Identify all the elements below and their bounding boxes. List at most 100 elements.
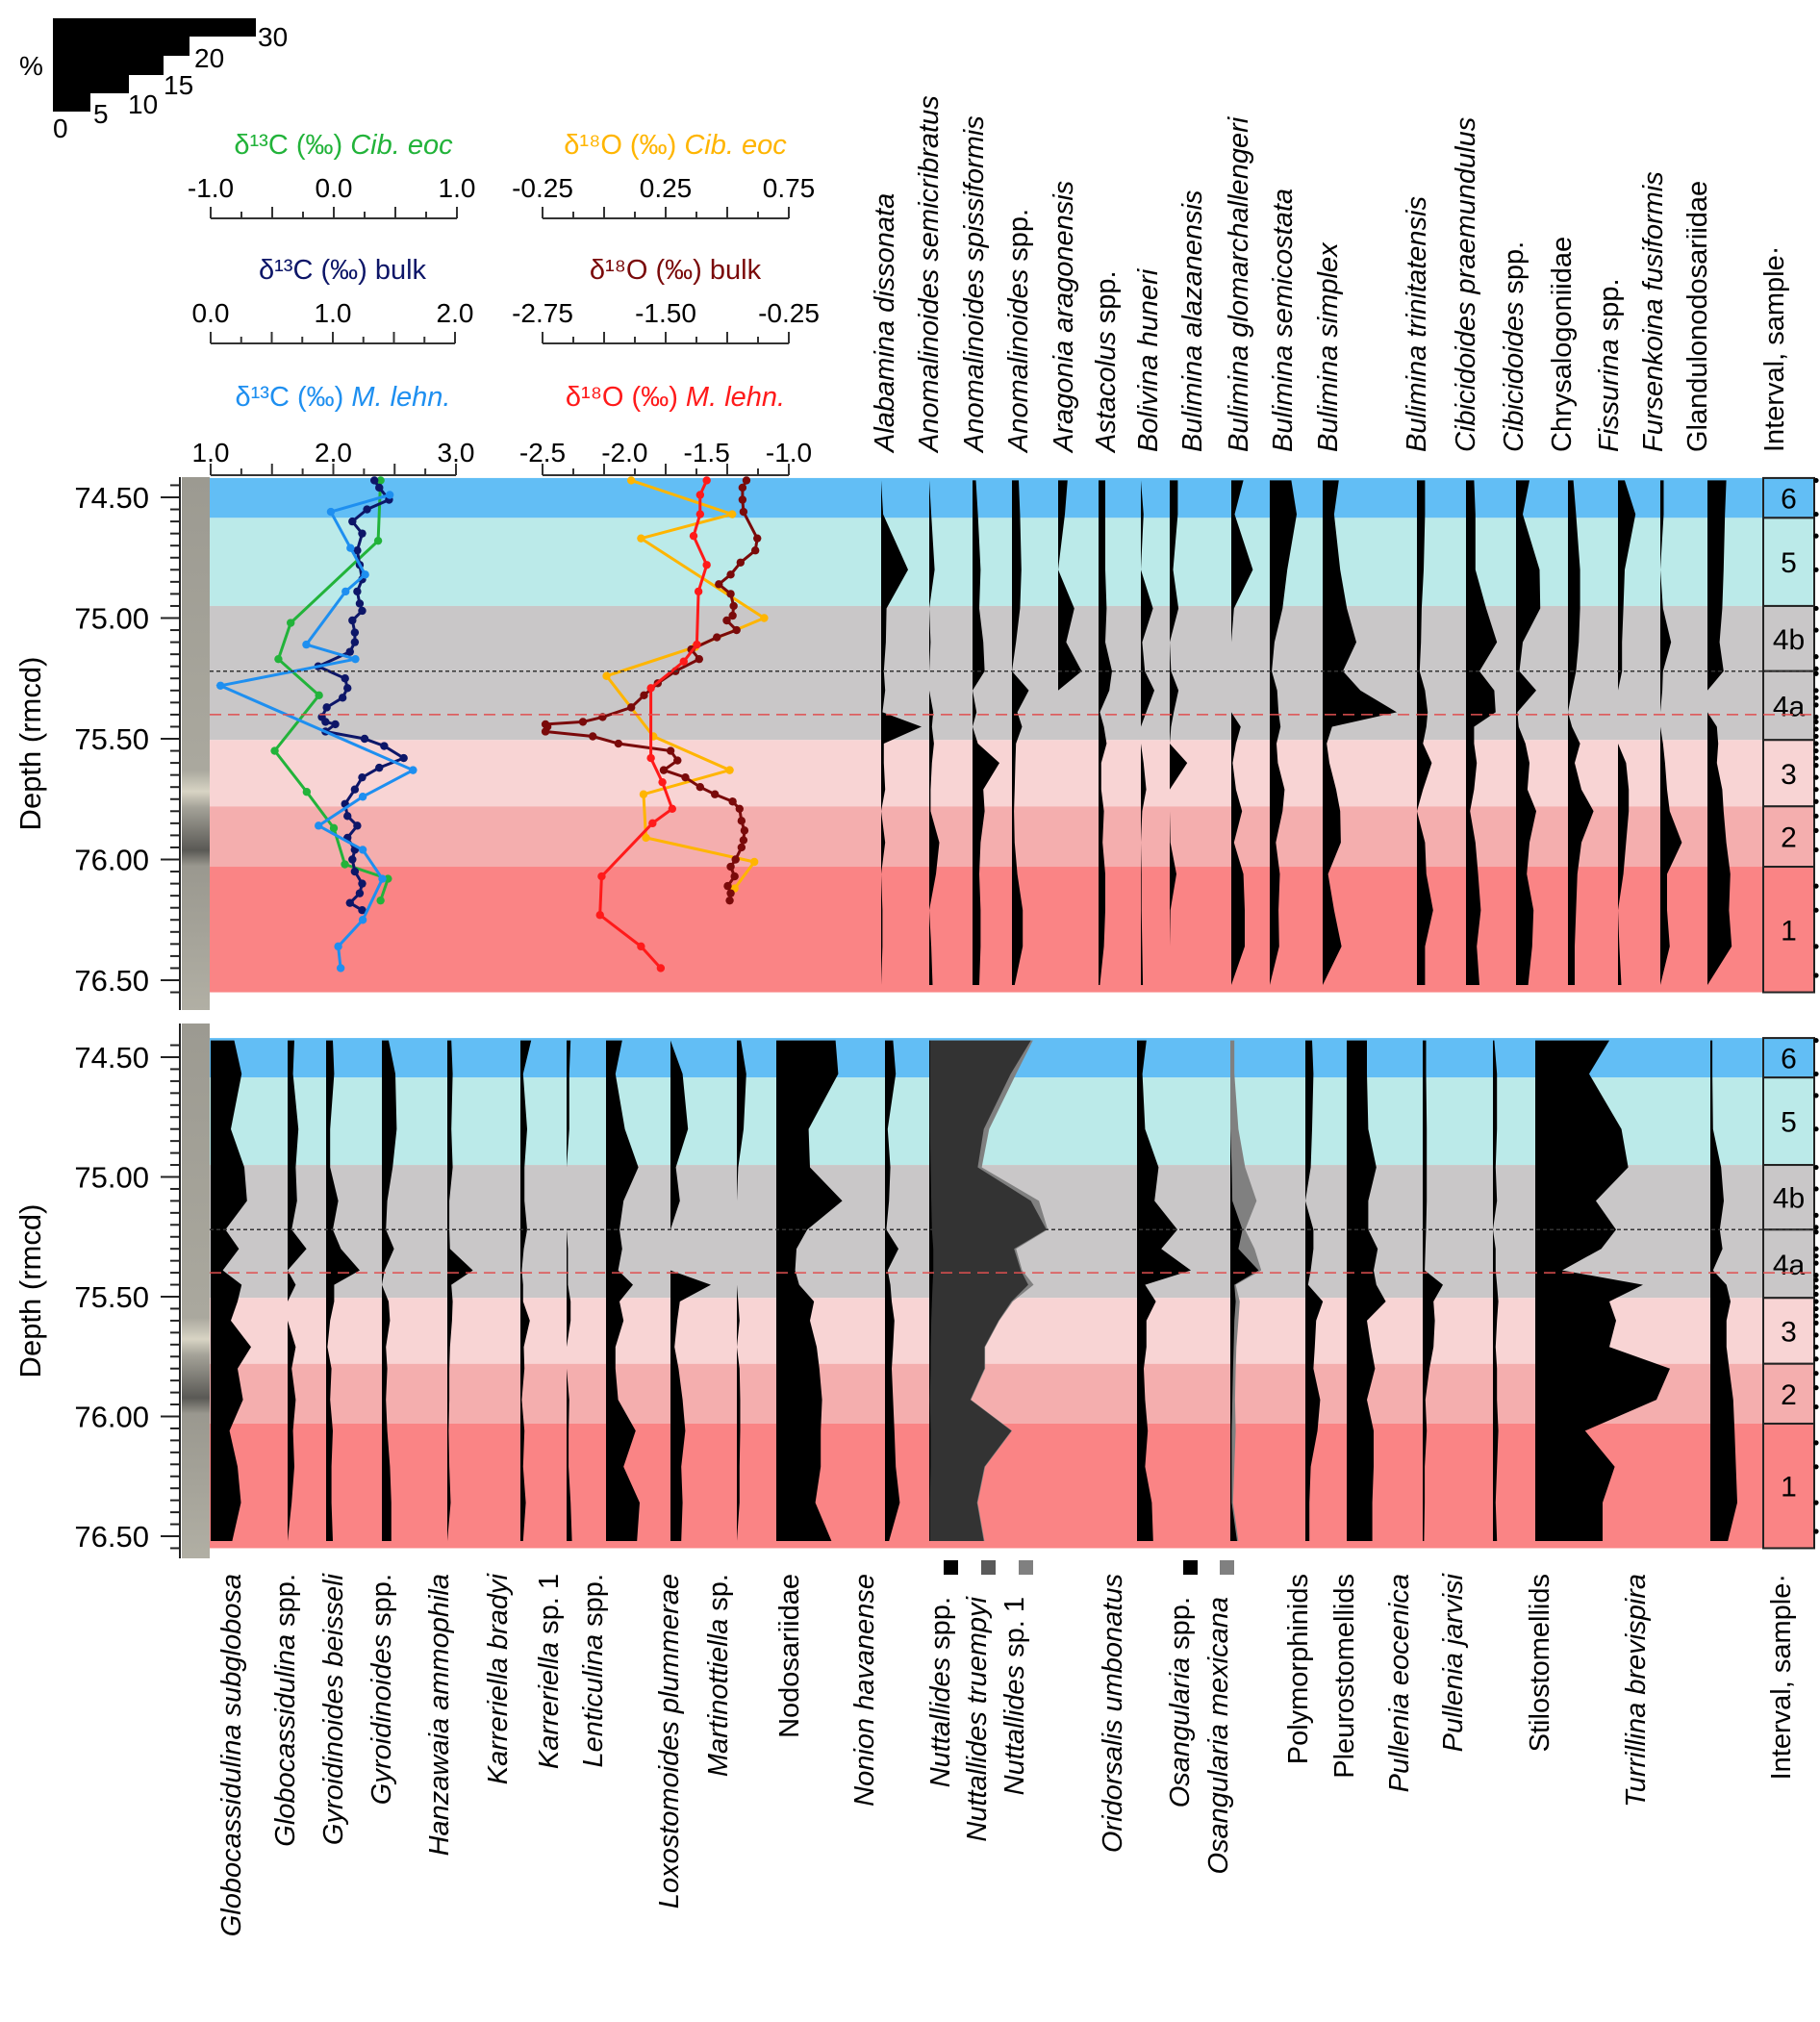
data-point-o18_cib (725, 766, 734, 774)
taxon-column (1099, 480, 1112, 986)
taxon-area-cibicidoides-spp- (1516, 480, 1541, 986)
sample-dot (1813, 1332, 1819, 1338)
taxon-area-anomalinoides-semicribratus (929, 480, 940, 986)
taxon-label: Anomalinoides spissiformis (959, 115, 990, 454)
taxon-column (288, 1040, 307, 1541)
data-point-o18_mleh (656, 964, 666, 973)
taxon-column (1231, 480, 1253, 986)
taxon-label: Cibicidoides praemundulus (1451, 117, 1481, 452)
axis-title-c13_bulk: δ¹³C (‰) bulk (259, 255, 427, 286)
percent-scale-tick-20: 20 (194, 43, 224, 73)
sample-dot (1813, 719, 1819, 725)
taxon-column (1323, 480, 1397, 986)
data-point-c13_bulk (348, 517, 357, 526)
core-photo-strip (182, 1024, 210, 1558)
taxon-label: Alabamina dissonata (870, 193, 900, 454)
data-point-o18_cib (760, 614, 769, 622)
data-point-c13_bulk (358, 529, 367, 538)
taxon-label: Pullenia jarvisi (1438, 1572, 1469, 1752)
taxon-label: Turrillina brevispira (1621, 1574, 1652, 1807)
sample-dot (1813, 813, 1819, 819)
data-point-c13_mleh (358, 793, 367, 801)
sample-dot (1813, 944, 1819, 949)
data-point-o18_bulk (729, 601, 738, 611)
sample-dot (1813, 1403, 1819, 1410)
data-point-o18_bulk (722, 616, 731, 625)
axis-tick-label: 0.75 (763, 173, 816, 203)
taxon-column (1141, 480, 1154, 986)
data-point-c13_bulk (343, 684, 352, 693)
axis-o18_bulk: δ¹⁸O (‰) bulk -2.75 -1.50 -0.25 (512, 255, 820, 344)
taxon-label: Cibicidoides spp. (1499, 241, 1529, 452)
data-point-c13_bulk (338, 694, 347, 702)
taxon-area-osangularia-mexicana (1230, 1040, 1262, 1541)
data-point-c13_bulk (355, 889, 365, 897)
data-point-c13_cib (376, 476, 385, 485)
sample-dot (1813, 627, 1819, 633)
sample-dot (1813, 1246, 1819, 1251)
sample-dot (1813, 726, 1819, 732)
axis-tick-label: -2.75 (512, 298, 573, 328)
taxon-label: Interval, sample· (1759, 246, 1790, 452)
data-point-c13_mleh (361, 570, 369, 579)
taxon-label: Bulimina trinitatensis (1402, 196, 1432, 452)
interval-box-4b (1762, 1164, 1815, 1231)
data-point-c13_bulk (331, 720, 340, 729)
axis-tick-label: -0.25 (512, 173, 573, 203)
interval-label-6: 6 (1781, 1044, 1797, 1075)
sample-dot (1813, 1225, 1819, 1230)
sample-dot (1813, 511, 1819, 518)
data-point-o18_bulk (753, 534, 762, 543)
data-point-o18_bulk (715, 580, 723, 589)
sample-dot (1813, 787, 1819, 793)
taxon-label: Nonion havanense (849, 1574, 880, 1807)
data-point-o18_bulk (659, 766, 669, 774)
sample-dot (1813, 654, 1819, 660)
data-point-c13_bulk (321, 718, 330, 726)
data-point-c13_mleh (358, 916, 367, 924)
axis-tick-label: -1.0 (766, 438, 812, 468)
taxon-area-karreriella-bradyi (520, 1040, 532, 1541)
interval-label-5: 5 (1781, 1107, 1797, 1139)
panel-top: 74.50 75.00 75.50 76.00 76.50 Depth (rmcd) 6 5 4… (13, 476, 1819, 1010)
taxon-area-nuttallides-spp- (929, 1040, 934, 1541)
data-point-o18_mleh (695, 510, 705, 518)
sample-dot (1813, 1186, 1819, 1192)
sample-dot (1813, 1320, 1819, 1326)
data-point-o18_mleh (646, 684, 655, 693)
axis-o18_cib: δ¹⁸O (‰) Cib. eoc -0.25 0.25 0.75 (512, 130, 816, 219)
data-point-c13_bulk (399, 753, 408, 763)
interval-box-3 (1762, 739, 1815, 808)
data-point-o18_bulk (614, 739, 623, 748)
interval-label-6: 6 (1781, 484, 1797, 516)
data-point-c13_cib (329, 823, 339, 833)
depth-tick-label: 75.00 (74, 602, 149, 636)
data-point-o18_bulk (726, 570, 735, 579)
data-point-o18_bulk (750, 546, 760, 555)
depth-tick-label: 74.50 (74, 481, 149, 515)
sample-dot (1813, 733, 1819, 740)
taxon-column (973, 480, 999, 986)
data-point-c13_mleh (326, 507, 336, 517)
sample-dot (1813, 714, 1819, 720)
interval-box-1 (1762, 1422, 1815, 1550)
axis-title-o18_mleh: δ¹⁸O (‰) M. lehn. (566, 382, 785, 413)
percent-scale-tick-5: 5 (93, 99, 109, 129)
depth-tick-label: 76.50 (74, 1520, 149, 1554)
axis-title-o18_bulk: δ¹⁸O (‰) bulk (590, 255, 762, 286)
interval-box-2 (1762, 805, 1815, 869)
data-point-o18_bulk (695, 783, 705, 792)
data-point-o18_cib (637, 534, 645, 543)
data-point-c13_bulk (363, 505, 371, 514)
sample-dot (1813, 533, 1819, 539)
sample-dot (1813, 666, 1819, 671)
series-c13_mleh (215, 491, 417, 973)
taxon-label: Hanzawaia ammophila (424, 1574, 455, 1856)
taxon-label: Karreriella bradyi (483, 1572, 514, 1784)
interval-label-4a: 4a (1773, 691, 1806, 722)
axis-title-c13_cib: δ¹³C (‰) Cib. eoc (234, 130, 453, 161)
axis-tick-label: 0.0 (192, 298, 230, 328)
axis-tick-label: 3.0 (438, 438, 475, 468)
interval-box-6 (1762, 476, 1815, 519)
